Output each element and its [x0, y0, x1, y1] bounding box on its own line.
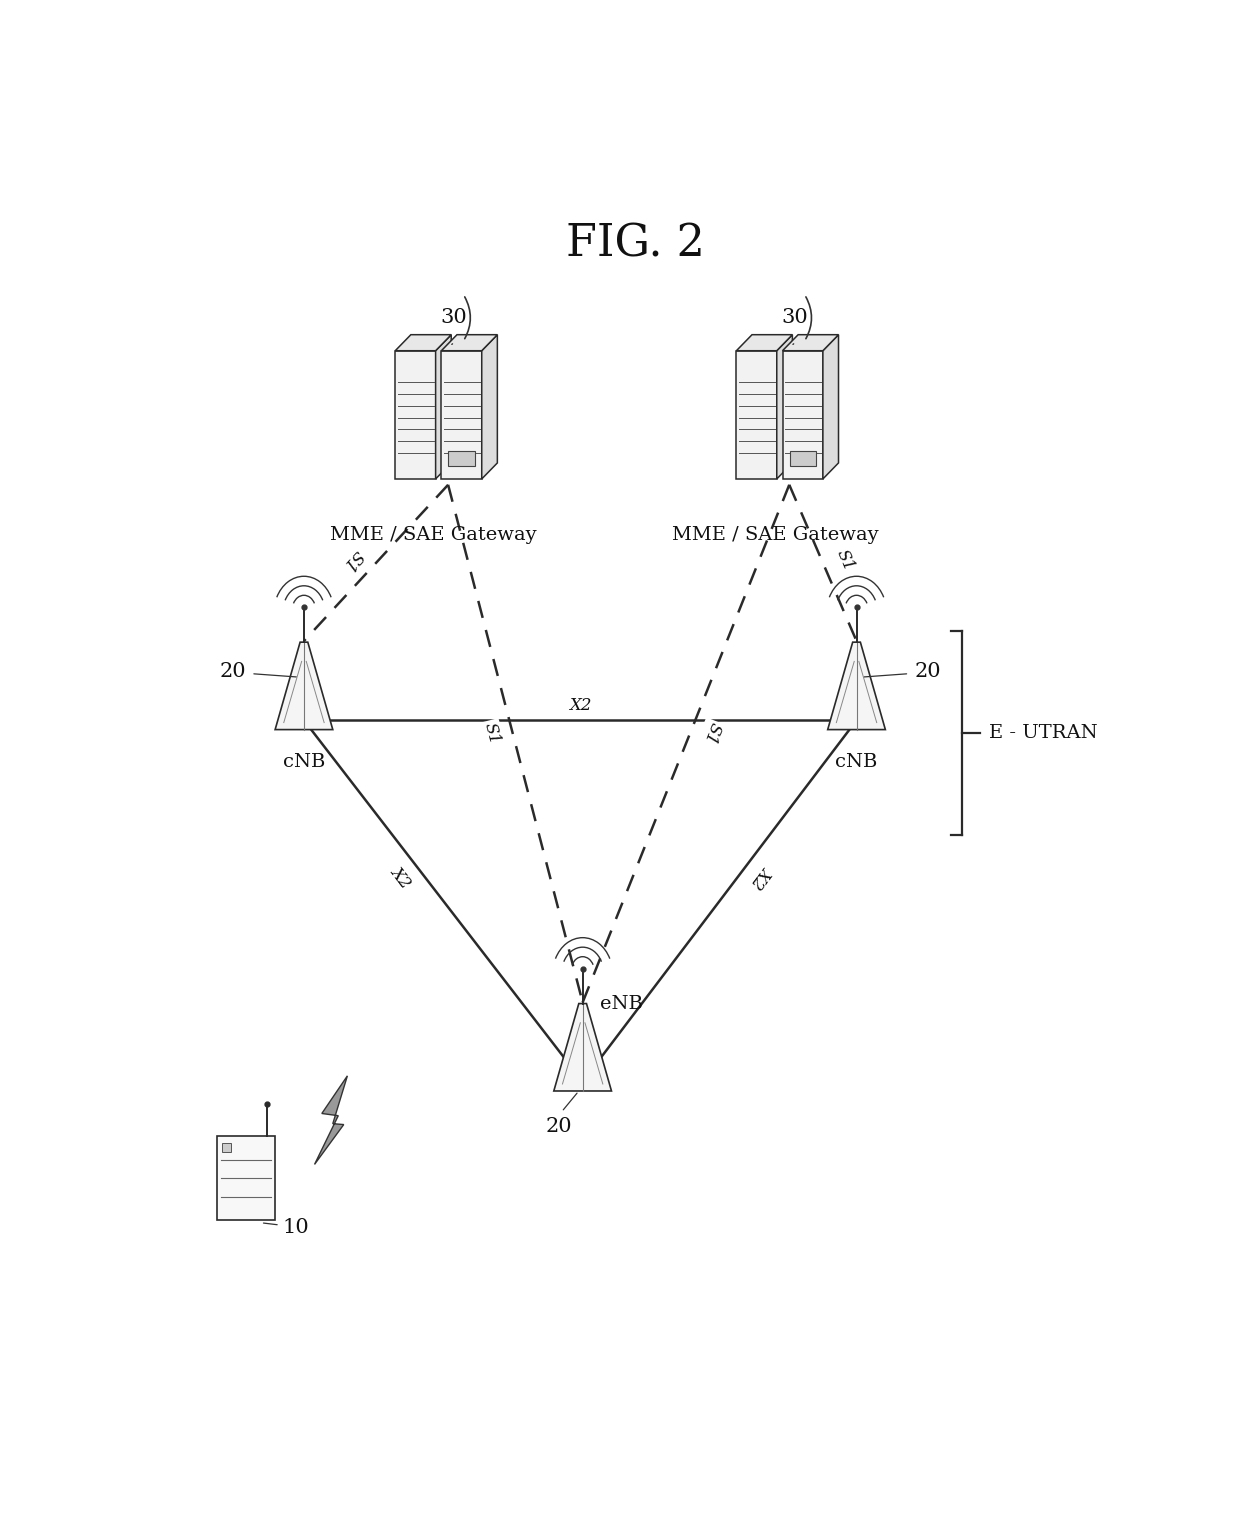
Text: X2: X2	[749, 863, 776, 892]
Bar	[222, 1143, 231, 1152]
Text: 10: 10	[283, 1217, 310, 1237]
Text: cNB: cNB	[836, 752, 878, 771]
Bar	[217, 1137, 275, 1220]
Text: S1: S1	[699, 719, 723, 746]
Text: S1: S1	[833, 547, 858, 574]
Polygon shape	[481, 335, 497, 478]
Polygon shape	[396, 351, 435, 478]
Text: MME / SAE Gateway: MME / SAE Gateway	[330, 525, 537, 544]
Text: MME / SAE Gateway: MME / SAE Gateway	[672, 525, 878, 544]
Text: 30: 30	[781, 309, 808, 327]
Text: 20: 20	[219, 662, 247, 681]
Polygon shape	[315, 1076, 347, 1164]
Polygon shape	[737, 351, 776, 478]
Text: eNB: eNB	[600, 995, 642, 1013]
Text: 20: 20	[914, 662, 941, 681]
Text: 30: 30	[440, 309, 467, 327]
Bar	[449, 451, 475, 466]
Polygon shape	[776, 335, 792, 478]
Polygon shape	[275, 642, 332, 730]
Text: FIG. 2: FIG. 2	[567, 223, 704, 265]
Polygon shape	[554, 1004, 611, 1092]
Text: S1: S1	[339, 547, 366, 574]
Polygon shape	[396, 335, 451, 351]
Polygon shape	[737, 335, 792, 351]
Polygon shape	[441, 335, 497, 351]
Text: S1: S1	[481, 721, 502, 746]
Polygon shape	[435, 335, 451, 478]
Bar	[790, 451, 816, 466]
Text: X2: X2	[387, 863, 414, 892]
Polygon shape	[823, 335, 838, 478]
Text: E - UTRAN: E - UTRAN	[990, 724, 1097, 742]
Text: 20: 20	[546, 1117, 572, 1136]
Polygon shape	[828, 642, 885, 730]
Polygon shape	[782, 335, 838, 351]
Text: X2: X2	[569, 696, 591, 713]
Text: cNB: cNB	[283, 752, 325, 771]
Polygon shape	[782, 351, 823, 478]
Polygon shape	[441, 351, 481, 478]
